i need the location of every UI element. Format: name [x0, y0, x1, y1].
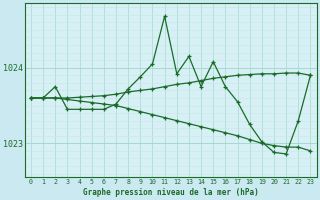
X-axis label: Graphe pression niveau de la mer (hPa): Graphe pression niveau de la mer (hPa) — [83, 188, 259, 197]
